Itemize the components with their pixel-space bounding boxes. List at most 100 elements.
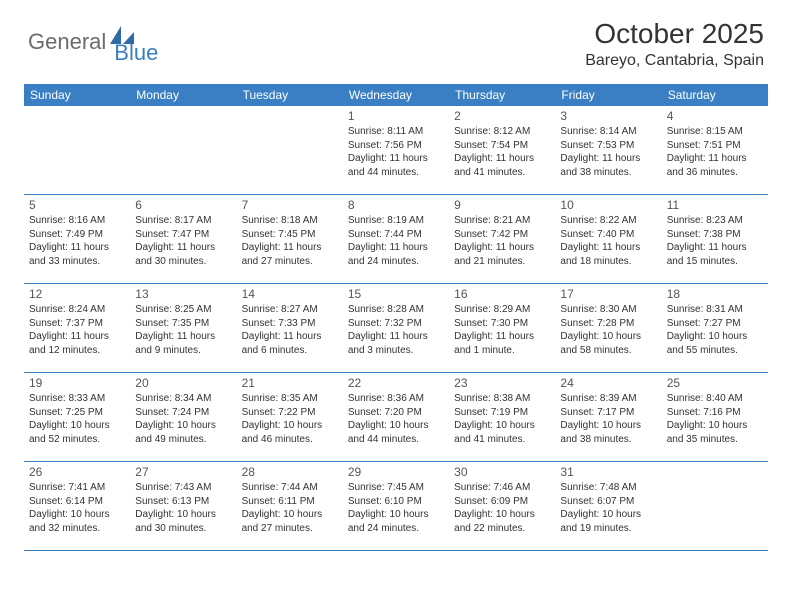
day-detail: Sunrise: 8:31 AM <box>667 303 763 317</box>
day-cell: 7 Sunrise: 8:18 AMSunset: 7:45 PMDaylight… <box>237 195 343 283</box>
day-detail: Sunrise: 7:41 AM <box>29 481 125 495</box>
weekday-header: Saturday <box>662 84 768 106</box>
day-detail: Sunset: 7:42 PM <box>454 228 550 242</box>
weekday-header-row: SundayMondayTuesdayWednesdayThursdayFrid… <box>24 84 768 106</box>
day-number: 19 <box>29 376 125 390</box>
day-detail: Sunrise: 8:33 AM <box>29 392 125 406</box>
day-detail: Sunset: 7:45 PM <box>242 228 338 242</box>
day-detail: Daylight: 10 hours <box>348 419 444 433</box>
day-detail: Sunset: 7:38 PM <box>667 228 763 242</box>
week-row: 12Sunrise: 8:24 AMSunset: 7:37 PMDayligh… <box>24 284 768 373</box>
day-detail: Sunrise: 8:29 AM <box>454 303 550 317</box>
day-detail: Daylight: 11 hours <box>560 152 656 166</box>
day-cell: 19Sunrise: 8:33 AMSunset: 7:25 PMDayligh… <box>24 373 130 461</box>
day-number: 14 <box>242 287 338 301</box>
day-detail: Daylight: 11 hours <box>242 330 338 344</box>
day-cell: 1Sunrise: 8:11 AMSunset: 7:56 PMDaylight… <box>343 106 449 194</box>
day-detail: Sunrise: 8:34 AM <box>135 392 231 406</box>
header: General Blue October 2025 Bareyo, Cantab… <box>0 0 792 78</box>
day-detail: Daylight: 10 hours <box>242 508 338 522</box>
day-detail: Sunrise: 7:46 AM <box>454 481 550 495</box>
day-detail: Daylight: 11 hours <box>348 241 444 255</box>
day-detail: Sunset: 7:16 PM <box>667 406 763 420</box>
day-detail: Sunrise: 8:27 AM <box>242 303 338 317</box>
day-cell: 8Sunrise: 8:19 AMSunset: 7:44 PMDaylight… <box>343 195 449 283</box>
day-cell: 18Sunrise: 8:31 AMSunset: 7:27 PMDayligh… <box>662 284 768 372</box>
day-cell: 24Sunrise: 8:39 AMSunset: 7:17 PMDayligh… <box>555 373 661 461</box>
day-detail: and 18 minutes. <box>560 255 656 269</box>
day-cell: 17Sunrise: 8:30 AMSunset: 7:28 PMDayligh… <box>555 284 661 372</box>
day-detail: Sunrise: 8:18 AM <box>242 214 338 228</box>
weekday-header: Wednesday <box>343 84 449 106</box>
day-number: 6 <box>135 198 231 212</box>
day-detail: and 27 minutes. <box>242 522 338 536</box>
day-detail: and 15 minutes. <box>667 255 763 269</box>
day-detail: and 9 minutes. <box>135 344 231 358</box>
day-number: 18 <box>667 287 763 301</box>
day-detail: Sunset: 7:20 PM <box>348 406 444 420</box>
day-number: 9 <box>454 198 550 212</box>
weekday-header: Sunday <box>24 84 130 106</box>
day-detail: and 3 minutes. <box>348 344 444 358</box>
day-detail: Sunrise: 8:30 AM <box>560 303 656 317</box>
day-cell: 22Sunrise: 8:36 AMSunset: 7:20 PMDayligh… <box>343 373 449 461</box>
day-detail: Sunrise: 8:28 AM <box>348 303 444 317</box>
day-detail: Sunset: 6:10 PM <box>348 495 444 509</box>
day-detail: and 30 minutes. <box>135 522 231 536</box>
day-detail: Sunrise: 8:24 AM <box>29 303 125 317</box>
day-cell: 31Sunrise: 7:48 AMSunset: 6:07 PMDayligh… <box>555 462 661 550</box>
day-detail: Daylight: 10 hours <box>667 419 763 433</box>
day-detail: Daylight: 10 hours <box>135 419 231 433</box>
day-detail: Sunset: 7:28 PM <box>560 317 656 331</box>
day-detail: and 52 minutes. <box>29 433 125 447</box>
day-detail: and 24 minutes. <box>348 522 444 536</box>
day-detail: Sunrise: 8:12 AM <box>454 125 550 139</box>
day-detail: and 36 minutes. <box>667 166 763 180</box>
day-detail: and 38 minutes. <box>560 433 656 447</box>
day-detail: Daylight: 11 hours <box>135 330 231 344</box>
day-cell: 16Sunrise: 8:29 AMSunset: 7:30 PMDayligh… <box>449 284 555 372</box>
day-detail: Sunset: 7:30 PM <box>454 317 550 331</box>
calendar-body: 1Sunrise: 8:11 AMSunset: 7:56 PMDaylight… <box>24 106 768 551</box>
week-row: 5Sunrise: 8:16 AMSunset: 7:49 PMDaylight… <box>24 195 768 284</box>
day-detail: Sunrise: 8:35 AM <box>242 392 338 406</box>
day-cell: 29Sunrise: 7:45 AMSunset: 6:10 PMDayligh… <box>343 462 449 550</box>
day-detail: Sunset: 7:44 PM <box>348 228 444 242</box>
day-number: 4 <box>667 109 763 123</box>
day-detail: and 44 minutes. <box>348 433 444 447</box>
day-detail: Sunset: 7:17 PM <box>560 406 656 420</box>
day-number: 20 <box>135 376 231 390</box>
day-detail: and 33 minutes. <box>29 255 125 269</box>
day-cell: 28Sunrise: 7:44 AMSunset: 6:11 PMDayligh… <box>237 462 343 550</box>
day-detail: Sunset: 7:22 PM <box>242 406 338 420</box>
day-cell: 30Sunrise: 7:46 AMSunset: 6:09 PMDayligh… <box>449 462 555 550</box>
weekday-header: Friday <box>555 84 661 106</box>
day-detail: Sunrise: 8:36 AM <box>348 392 444 406</box>
day-detail: and 12 minutes. <box>29 344 125 358</box>
day-detail: and 32 minutes. <box>29 522 125 536</box>
day-cell: 9Sunrise: 8:21 AMSunset: 7:42 PMDaylight… <box>449 195 555 283</box>
day-detail: Sunset: 7:47 PM <box>135 228 231 242</box>
day-detail: Daylight: 10 hours <box>560 508 656 522</box>
day-detail: Daylight: 11 hours <box>242 241 338 255</box>
day-detail: Daylight: 10 hours <box>560 419 656 433</box>
day-number: 15 <box>348 287 444 301</box>
day-number: 5 <box>29 198 125 212</box>
day-detail: Sunset: 6:09 PM <box>454 495 550 509</box>
month-title: October 2025 <box>585 18 764 50</box>
day-detail: Sunset: 7:32 PM <box>348 317 444 331</box>
day-detail: Sunrise: 8:25 AM <box>135 303 231 317</box>
day-detail: Sunset: 6:14 PM <box>29 495 125 509</box>
day-detail: and 46 minutes. <box>242 433 338 447</box>
day-detail: Sunrise: 8:17 AM <box>135 214 231 228</box>
logo-text-blue: Blue <box>114 40 158 66</box>
day-detail: Daylight: 10 hours <box>454 508 550 522</box>
day-number: 7 <box>242 198 338 212</box>
day-detail: Sunset: 7:19 PM <box>454 406 550 420</box>
logo-text-general: General <box>28 29 106 55</box>
day-number: 31 <box>560 465 656 479</box>
day-cell: 5Sunrise: 8:16 AMSunset: 7:49 PMDaylight… <box>24 195 130 283</box>
day-detail: Daylight: 11 hours <box>454 330 550 344</box>
day-cell: 11Sunrise: 8:23 AMSunset: 7:38 PMDayligh… <box>662 195 768 283</box>
day-detail: and 58 minutes. <box>560 344 656 358</box>
